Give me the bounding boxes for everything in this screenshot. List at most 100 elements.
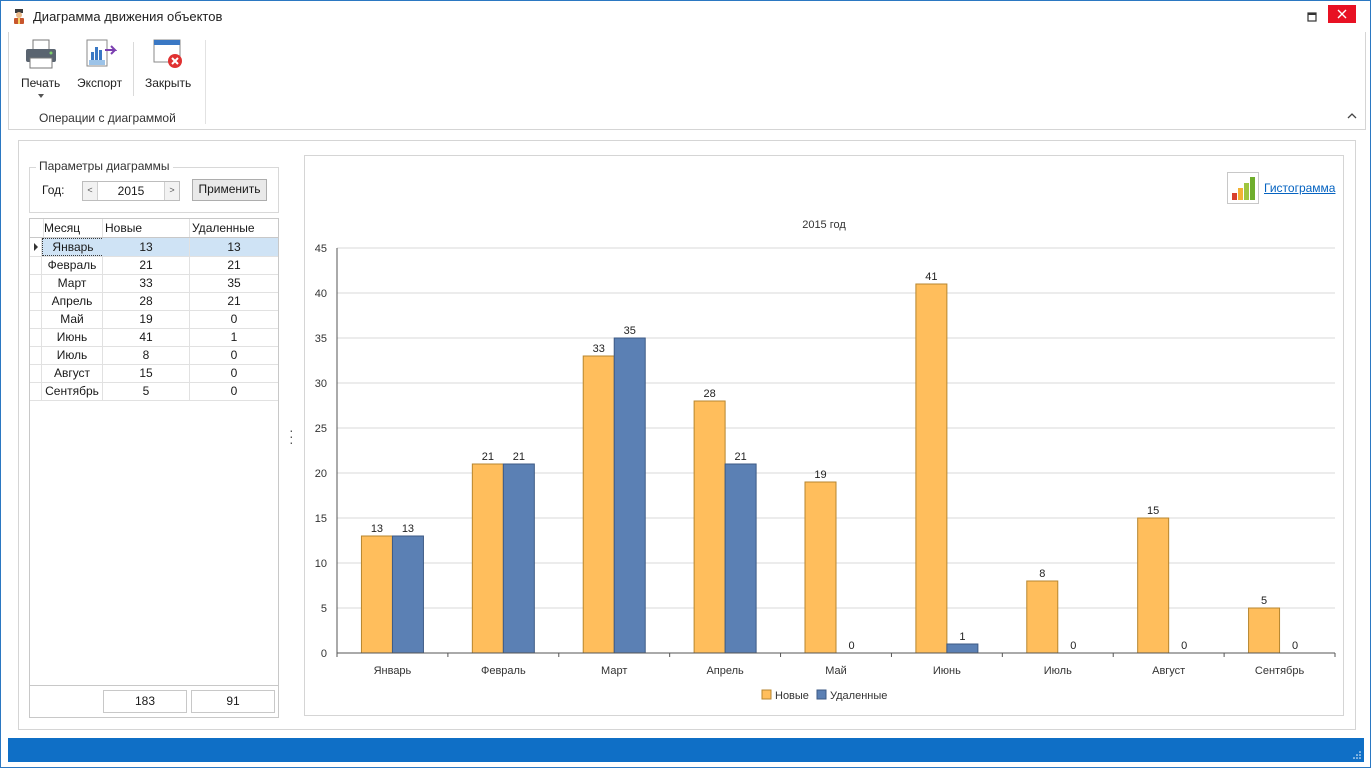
cell-new[interactable]: 5 [103,382,190,400]
table-row[interactable]: Сентябрь 5 0 [30,382,278,401]
row-indicator[interactable] [30,310,42,328]
cell-new[interactable]: 21 [103,256,190,274]
apply-button[interactable]: Применить [192,179,267,201]
header-indicator [30,219,44,237]
bar-deleted [502,463,535,654]
row-indicator[interactable] [30,382,42,400]
data-label: 21 [734,451,746,463]
ribbon: Печать Экспорт Закрыть Операц [8,32,1366,130]
cell-new[interactable]: 33 [103,274,190,292]
print-button[interactable]: Печать [21,38,60,98]
row-indicator[interactable] [30,256,42,274]
x-tick-label: Июнь [933,665,961,677]
cell-month[interactable]: Апрель [42,292,103,310]
row-indicator[interactable] [30,274,42,292]
cell-deleted[interactable]: 35 [227,276,241,290]
cell-month[interactable]: Февраль [42,256,103,274]
bar-new [804,481,837,654]
cell-deleted[interactable]: 0 [230,348,238,362]
y-tick-label: 20 [315,468,327,480]
export-label: Экспорт [77,76,123,90]
cell-deleted[interactable]: 21 [227,294,241,308]
table-row[interactable]: Февраль 21 21 [30,256,278,275]
cell-new[interactable]: 15 [103,364,190,382]
cell-month[interactable]: Август [42,364,103,382]
column-header-deleted[interactable]: Удаленные [192,221,255,235]
table-row[interactable]: Январь 13 13 [30,238,278,257]
total-deleted: 91 [191,690,275,713]
cell-new[interactable]: 28 [103,292,190,310]
data-label: 5 [1261,595,1267,607]
table-row[interactable]: Август 15 0 [30,364,278,383]
dropdown-arrow-icon [37,94,44,98]
bar-new [1248,607,1281,654]
histogram-button[interactable]: Гистограмма [1227,172,1335,204]
table-row[interactable]: Май 19 0 [30,310,278,329]
histogram-link[interactable]: Гистограмма [1264,181,1336,195]
x-tick-label: Сентябрь [1255,665,1305,677]
cell-new[interactable]: 41 [103,328,190,346]
table-row[interactable]: Апрель 28 21 [30,292,278,311]
cell-new[interactable]: 19 [103,310,190,328]
cell-month[interactable]: Июль [42,346,103,364]
close-window-button[interactable] [1327,1,1357,32]
cell-month[interactable]: Июнь [42,328,103,346]
year-value[interactable]: 2015 [117,184,145,198]
cell-deleted[interactable]: 0 [230,366,238,380]
row-indicator[interactable] [30,238,42,256]
close-window-icon [153,39,183,68]
cell-new[interactable]: 8 [103,346,190,364]
bar-new [693,400,726,654]
splitter-handle[interactable]: · · · [289,422,294,450]
close-button[interactable]: Закрыть [145,38,191,90]
table-row[interactable]: Март 33 35 [30,274,278,293]
year-prev-button[interactable]: < [83,182,98,200]
bar-chart: 2015 год 13 13 21 21 33 35 28 21 19 0 41 1 8 0 15 0 5 0 0… [315,219,1336,701]
year-next-button[interactable]: > [164,182,179,200]
y-tick-label: 10 [315,558,327,570]
year-spinner[interactable]: < 2015 > [82,181,180,201]
data-label: 19 [814,469,826,481]
table-row[interactable]: Июль 8 0 [30,346,278,365]
data-label: 1 [959,631,965,643]
x-tick-label: Июль [1044,665,1072,677]
data-label: 28 [703,388,715,400]
row-indicator[interactable] [30,328,42,346]
grid-header: Месяц Новые Удаленные [30,219,278,238]
table-row[interactable]: Июнь 41 1 [30,328,278,347]
collapse-ribbon-icon[interactable] [1347,112,1357,119]
cell-deleted[interactable]: 0 [230,312,238,326]
x-tick-label: Март [601,665,627,677]
cell-new[interactable]: 13 [103,238,190,256]
app-icon [14,9,24,24]
cell-month[interactable]: Март [42,274,103,292]
cell-deleted[interactable]: 1 [230,330,238,344]
bar-new [1026,580,1059,654]
row-indicator[interactable] [30,292,42,310]
data-label: 21 [482,451,494,463]
row-indicator[interactable] [30,364,42,382]
cell-month[interactable]: Сентябрь [42,382,103,400]
window-title: Диаграмма движения объектов [33,9,223,24]
ribbon-group-divider [205,40,206,124]
chart-params-group: Параметры диаграммы Год: < 2015 > Примен… [29,159,279,213]
printer-icon [25,39,56,69]
cell-deleted[interactable]: 21 [227,258,241,272]
column-header-month[interactable]: Месяц [42,219,103,237]
x-tick-label: Февраль [481,665,526,677]
cell-month[interactable]: Май [42,310,103,328]
legend-swatch-deleted [816,689,827,700]
row-indicator[interactable] [30,346,42,364]
cell-month[interactable]: Январь [42,238,104,256]
minimize-button[interactable] [1297,1,1327,32]
bar-deleted [946,643,979,654]
resize-grip-icon[interactable] [1353,751,1361,759]
year-label: Год: [42,183,65,197]
export-button[interactable]: Экспорт [77,38,122,90]
y-tick-label: 30 [315,378,327,390]
y-tick-label: 0 [321,648,327,660]
cell-deleted[interactable]: 0 [230,384,238,398]
column-header-new[interactable]: Новые [103,219,190,237]
chart-panel: Гистограмма 2015 год 13 13 21 21 33 35 28 21 19 0… [304,155,1344,716]
cell-deleted[interactable]: 13 [190,238,278,256]
